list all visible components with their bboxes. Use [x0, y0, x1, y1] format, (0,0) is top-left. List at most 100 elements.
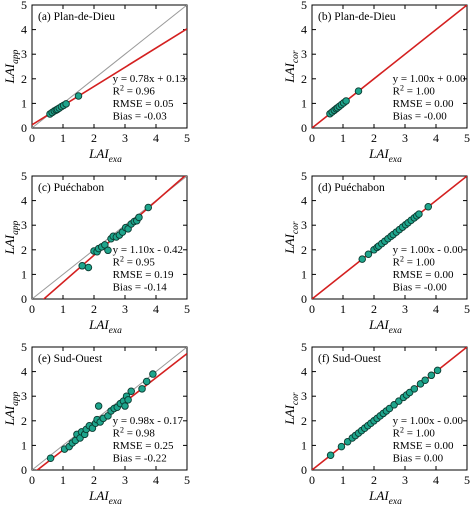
y-tick-label: 1: [21, 438, 27, 452]
axes-frame: [311, 175, 468, 300]
x-tick-label: 1: [340, 473, 346, 487]
panel-6: 0 1 2 3 4 5 0 1 2 3 4 5 (f) Sud-Ouest y = 1.00x - 0.0…: [282, 340, 470, 507]
data-point: [433, 366, 442, 375]
y-tick-label: 0: [301, 121, 307, 135]
x-axis-label-base: LAI: [368, 146, 389, 161]
x-tick-label: 3: [402, 473, 408, 487]
y-axis-label-base: LAI: [2, 63, 17, 84]
x-axis-label-sub: exa: [109, 155, 122, 165]
panel-3: 0 1 2 3 4 5 0 1 2 3 4 5 (c) Puéchabon y = 1.10x - 0.4…: [2, 169, 190, 336]
axes-frame: [31, 346, 188, 471]
x-tick-label: 3: [402, 131, 408, 145]
stat-rest: = 1.00: [404, 86, 435, 98]
x-axis-label: LAIexa: [368, 146, 402, 165]
x-tick-label: 2: [91, 473, 97, 487]
data-point: [342, 97, 350, 105]
y-tick-label: 0: [21, 121, 27, 135]
y-axis-label-base: LAI: [282, 404, 297, 425]
stat-line: R2 = 0.95: [113, 255, 156, 269]
data-point: [149, 370, 157, 378]
y-tick-label: 3: [301, 47, 307, 61]
data-point: [415, 210, 423, 218]
y-tick-label: 1: [21, 96, 27, 110]
y-tick-label: 3: [21, 389, 27, 403]
y-tick-label: 1: [21, 267, 27, 281]
x-axis-label-sub: exa: [389, 155, 402, 165]
stat-line: R2 = 0.96: [113, 84, 156, 98]
y-tick-label: 0: [301, 463, 307, 477]
y-axis-label-sub: cor: [291, 392, 301, 405]
data-point: [337, 442, 346, 451]
stat-sup: 2: [400, 255, 404, 264]
stat-line: y = 1.00x - 0.00: [393, 244, 464, 256]
y-tick-label: 5: [21, 340, 27, 354]
stat-line: RMSE = 0.00: [393, 440, 454, 452]
y-tick-label: 4: [21, 194, 27, 208]
x-tick-label: 3: [402, 302, 408, 316]
data-point: [74, 92, 83, 100]
x-tick-label: 3: [122, 302, 128, 316]
data-point: [104, 246, 112, 255]
stat-line: y = 1.10x - 0.42: [113, 244, 183, 256]
data-point: [78, 262, 86, 270]
stat-rest: = 1.00: [404, 257, 435, 269]
x-tick-label: 1: [340, 131, 346, 145]
data-point: [101, 241, 109, 249]
data-point: [358, 255, 366, 263]
y-tick-label: 3: [21, 218, 27, 232]
data-point: [46, 454, 55, 462]
x-axis-label-sub: exa: [109, 497, 122, 507]
y-axis-label-sub: app: [11, 391, 21, 406]
x-tick-label: 3: [122, 473, 128, 487]
data-point: [84, 263, 93, 272]
stat-line: RMSE = 0.05: [113, 98, 174, 110]
data-point: [127, 387, 135, 396]
stat-r: R: [393, 257, 401, 269]
y-tick-label: 3: [21, 47, 27, 61]
x-axis-label-sub: exa: [389, 497, 402, 507]
stat-line: R2 = 1.00: [393, 426, 436, 440]
stat-r: R: [113, 428, 121, 440]
y-axis-label-sub: cor: [291, 221, 301, 234]
stat-rest: = 0.98: [124, 428, 155, 440]
y-tick-label: 5: [301, 0, 307, 12]
stat-line: Bias = -0.00: [393, 282, 448, 294]
y-tick-label: 3: [301, 218, 307, 232]
x-tick-label: 2: [371, 302, 377, 316]
y-tick-label: 4: [301, 194, 307, 208]
stat-rest: = 0.95: [124, 257, 155, 269]
x-tick-label: 2: [371, 131, 377, 145]
y-tick-label: 4: [21, 23, 27, 37]
data-point: [427, 371, 436, 380]
axes-frame: [311, 346, 468, 471]
x-tick-label: 0: [29, 473, 35, 487]
x-tick-label: 5: [184, 302, 190, 316]
y-axis-label-base: LAI: [282, 233, 297, 254]
data-point: [364, 250, 373, 258]
x-tick-label: 1: [60, 131, 66, 145]
y-tick-label: 1: [301, 96, 307, 110]
x-tick-label: 5: [464, 131, 470, 145]
x-axis-label-sub: exa: [389, 326, 402, 336]
x-tick-label: 4: [153, 302, 159, 316]
x-tick-label: 5: [184, 131, 190, 145]
axes-frame: [31, 175, 188, 300]
x-axis-label: LAIexa: [88, 488, 122, 507]
stat-line: y = 0.98x - 0.17: [113, 415, 184, 427]
stat-line: RMSE = 0.00: [393, 98, 454, 110]
panel-title: (e) Sud-Ouest: [38, 353, 103, 365]
x-axis-label-base: LAI: [88, 488, 109, 503]
panel-title: (b) Plan-de-Dieu: [318, 11, 396, 23]
y-tick-label: 2: [21, 243, 27, 257]
x-tick-label: 0: [309, 302, 315, 316]
data-point: [410, 385, 419, 393]
y-axis-label: LAIapp: [2, 391, 21, 426]
y-axis-label-base: LAI: [282, 62, 297, 83]
x-tick-label: 0: [29, 131, 35, 145]
x-tick-label: 4: [433, 131, 439, 145]
x-tick-label: 2: [371, 473, 377, 487]
x-axis-label-base: LAI: [368, 317, 389, 332]
stat-line: y = 0.78x + 0.13: [113, 73, 186, 85]
x-tick-label: 5: [464, 302, 470, 316]
y-tick-label: 3: [301, 389, 307, 403]
